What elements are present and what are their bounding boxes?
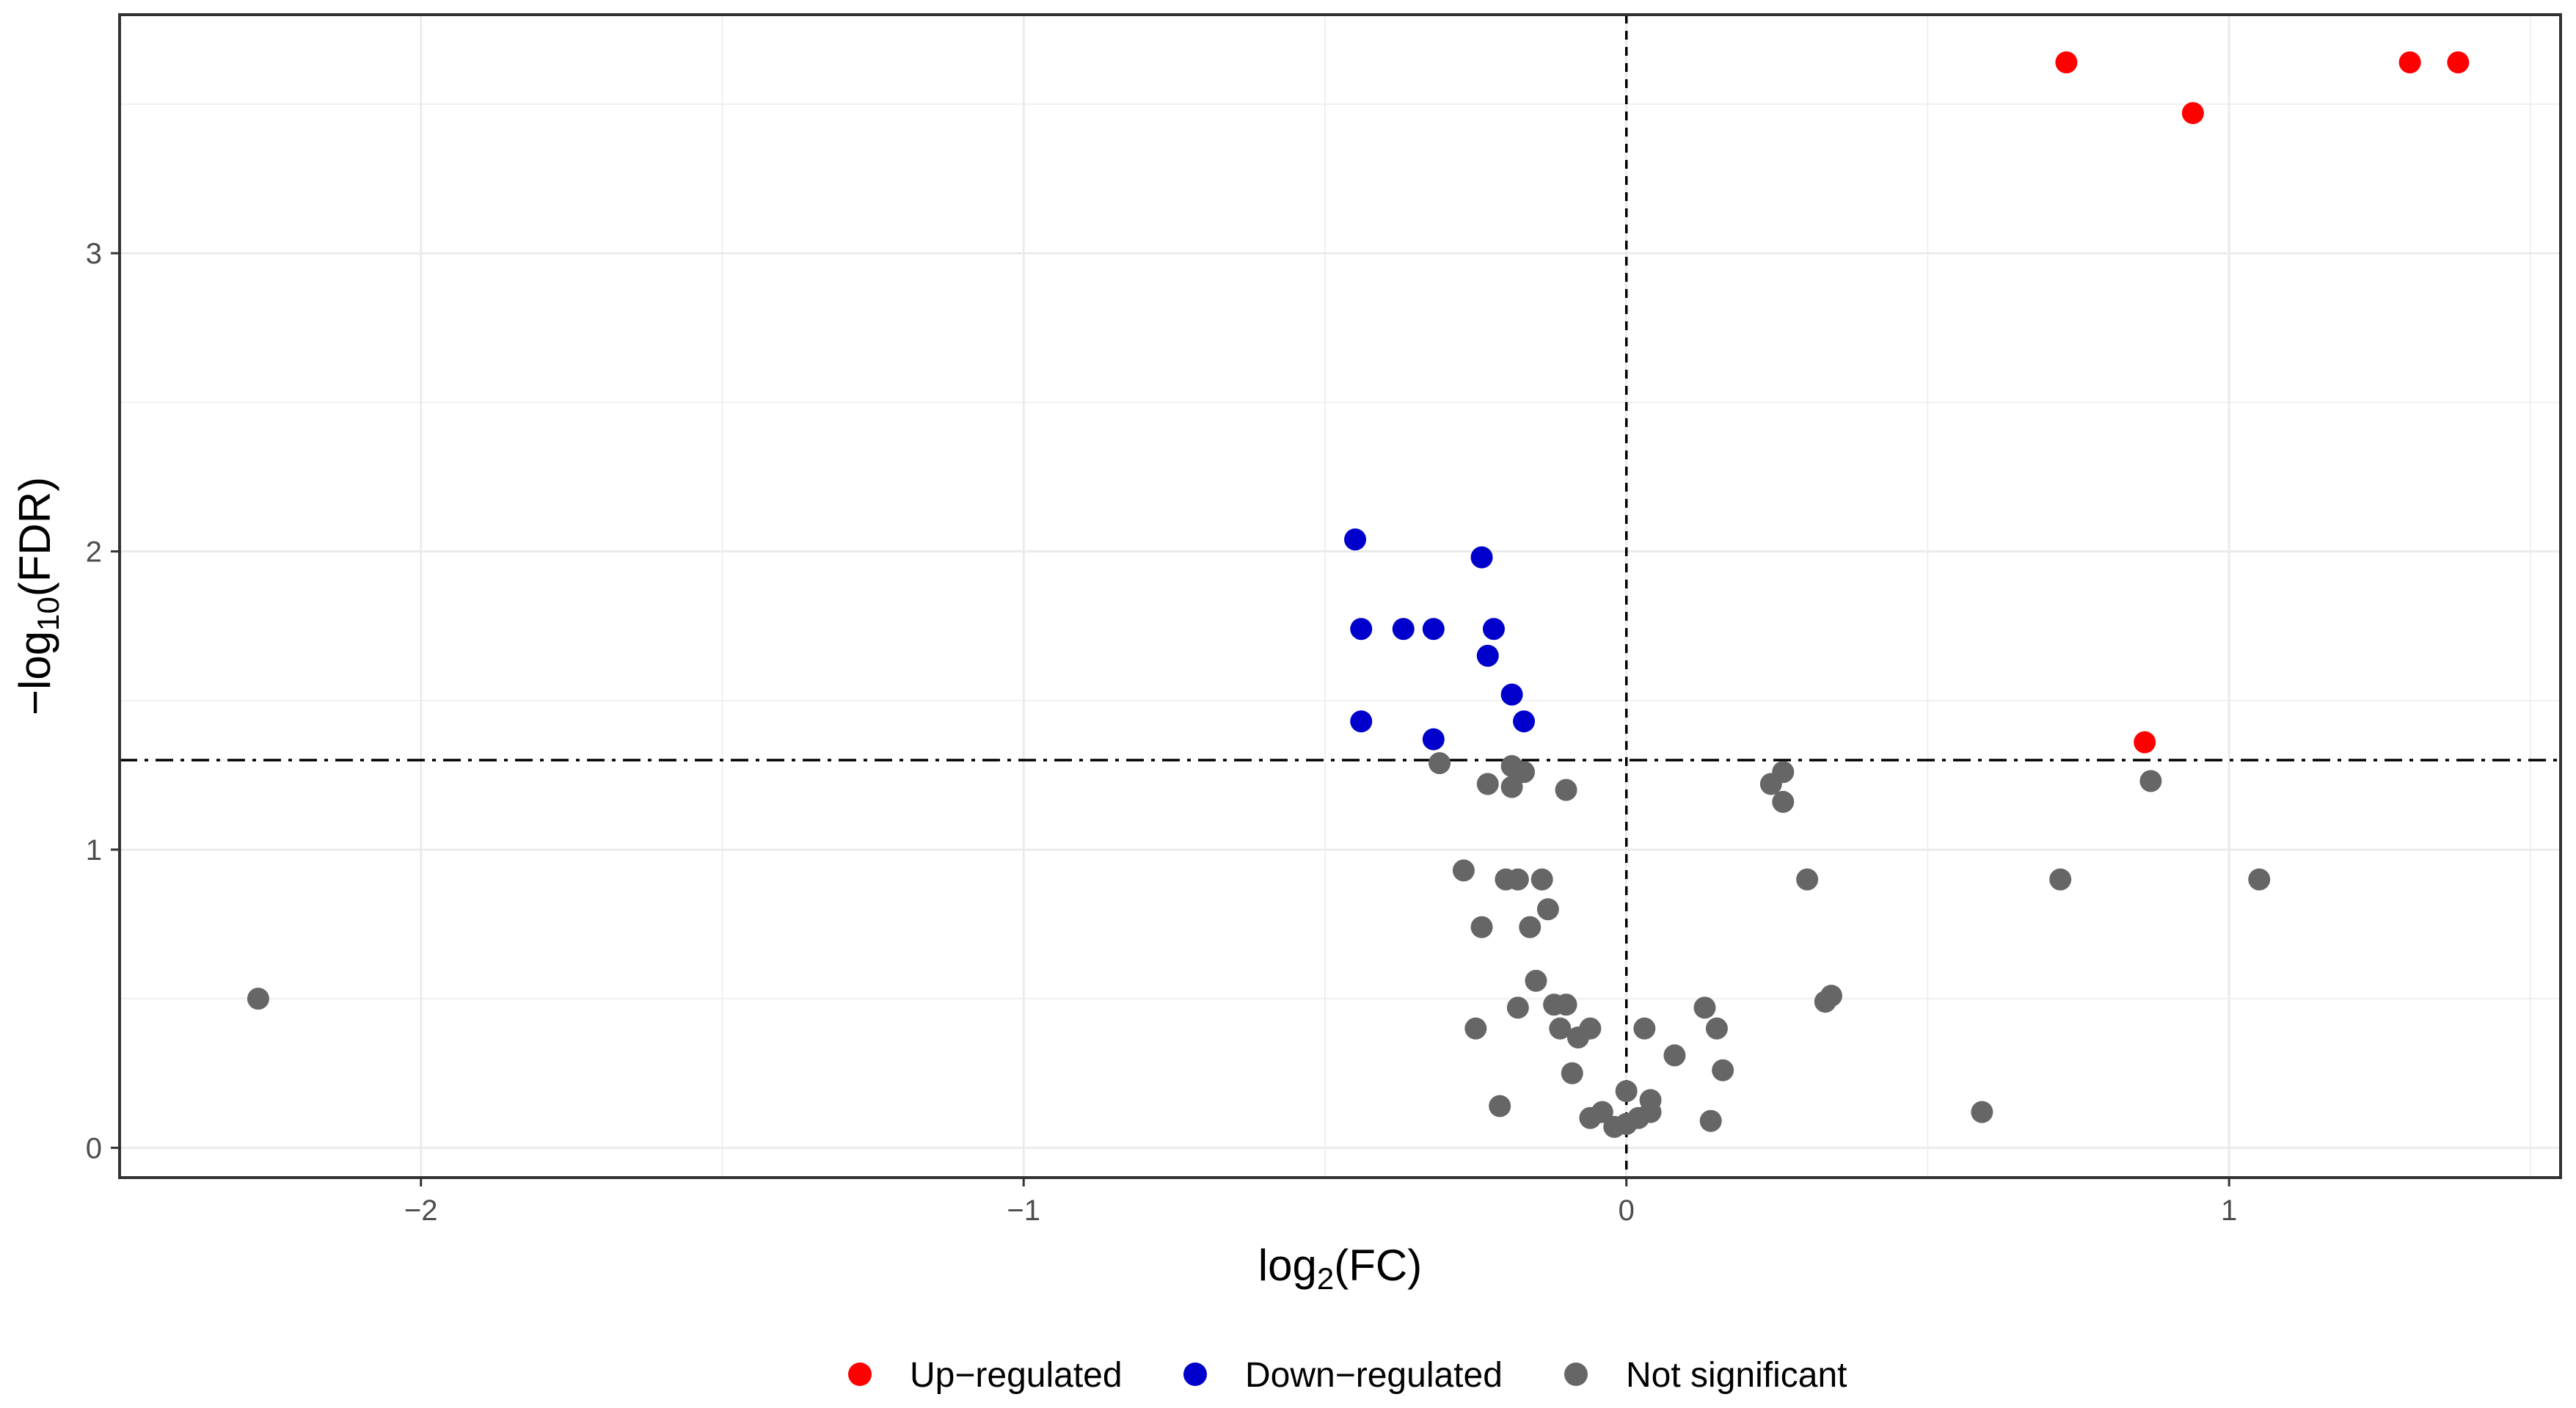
not-significant-point	[1506, 996, 1529, 1019]
x-tick-label: −1	[1007, 1194, 1040, 1227]
legend-item-down-regulated: Down−regulated	[1183, 1356, 1503, 1395]
down-regulated-point	[1422, 618, 1445, 641]
not-significant-point	[1500, 776, 1523, 798]
up-regulated-point	[2134, 731, 2156, 754]
not-significant-point	[1549, 1017, 1572, 1040]
x-axis-title: log2(FC)	[1258, 1241, 1422, 1296]
y-tick-label: 0	[86, 1132, 102, 1164]
not-significant-point	[1971, 1101, 1993, 1123]
not-significant-point	[247, 988, 269, 1010]
not-significant-point	[1639, 1101, 1662, 1123]
down-regulated-point	[1344, 528, 1367, 551]
not-significant-point	[1506, 868, 1529, 891]
down-regulated-point	[1482, 618, 1505, 641]
x-tick-label: −2	[404, 1194, 438, 1227]
plot-panel-border	[118, 13, 2562, 1179]
y-tick-label: 3	[86, 238, 102, 270]
down-regulated-point	[1422, 728, 1445, 751]
not-significant-point	[1489, 1095, 1511, 1117]
not-significant-point	[1536, 898, 1559, 921]
not-significant-point	[1705, 1017, 1728, 1040]
legend-key-up-regulated	[848, 1363, 872, 1386]
not-significant-point	[1429, 752, 1451, 775]
y-tick-label: 1	[86, 834, 102, 867]
plot-panel-background	[120, 15, 2561, 1178]
legend-key-not-significant	[1564, 1363, 1588, 1386]
legend-item-not-significant: Not significant	[1564, 1356, 1847, 1395]
y-tick-label: 2	[86, 536, 102, 569]
not-significant-point	[1615, 1080, 1638, 1103]
x-tick-label: 0	[1619, 1194, 1635, 1227]
not-significant-point	[1579, 1017, 1602, 1040]
not-significant-point	[1820, 985, 1843, 1007]
not-significant-point	[1452, 859, 1475, 882]
not-significant-point	[1476, 773, 1499, 795]
not-significant-point	[1772, 761, 1795, 784]
reference-lines	[120, 15, 2561, 1178]
down-regulated-point	[1470, 546, 1493, 569]
up-regulated-point	[2447, 51, 2470, 74]
x-axis-ticks: −2 −1 0 1	[404, 1178, 2237, 1227]
not-significant-point	[1663, 1044, 1686, 1067]
down-regulated-point	[1476, 644, 1499, 667]
not-significant-point	[1633, 1017, 1656, 1040]
up-regulated-point	[2181, 102, 2204, 125]
not-significant-point	[1555, 778, 1577, 801]
legend-label: Up−regulated	[910, 1356, 1123, 1395]
not-significant-point	[1525, 969, 1547, 992]
not-significant-point	[2248, 868, 2271, 891]
y-axis-title: −log10(FDR)	[10, 477, 65, 715]
down-regulated-point	[1350, 618, 1373, 641]
up-regulated-point	[2055, 51, 2078, 74]
not-significant-point	[1470, 916, 1493, 938]
not-significant-point	[1772, 790, 1795, 813]
down-regulated-point	[1513, 710, 1536, 733]
legend-label: Not significant	[1626, 1356, 1847, 1395]
not-significant-point	[2139, 770, 2162, 792]
not-significant-point	[1712, 1059, 1734, 1081]
not-significant-point	[1591, 1101, 1613, 1123]
not-significant-point	[1561, 1062, 1583, 1084]
not-significant-point	[1530, 868, 1553, 891]
legend-key-down-regulated	[1183, 1363, 1207, 1386]
down-regulated-point	[1350, 710, 1373, 733]
up-regulated-point	[2398, 51, 2421, 74]
not-significant-point	[1464, 1017, 1487, 1040]
not-significant-point	[1699, 1109, 1722, 1132]
not-significant-point	[1796, 868, 1819, 891]
not-significant-point	[1519, 916, 1541, 938]
down-regulated-point	[1500, 683, 1523, 706]
not-significant-point	[2049, 868, 2072, 891]
legend-item-up-regulated: Up−regulated	[848, 1356, 1123, 1395]
down-regulated-point	[1392, 618, 1415, 641]
y-axis-ticks: 0 1 2 3	[86, 238, 120, 1164]
not-significant-point	[1555, 993, 1577, 1016]
x-tick-label: 1	[2221, 1194, 2237, 1227]
not-significant-point	[1693, 996, 1716, 1019]
legend-label: Down−regulated	[1245, 1356, 1503, 1395]
legend: Up−regulated Down−regulated Not significan…	[848, 1356, 1847, 1395]
data-points	[247, 51, 2470, 1138]
not-significant-point	[1513, 761, 1536, 784]
